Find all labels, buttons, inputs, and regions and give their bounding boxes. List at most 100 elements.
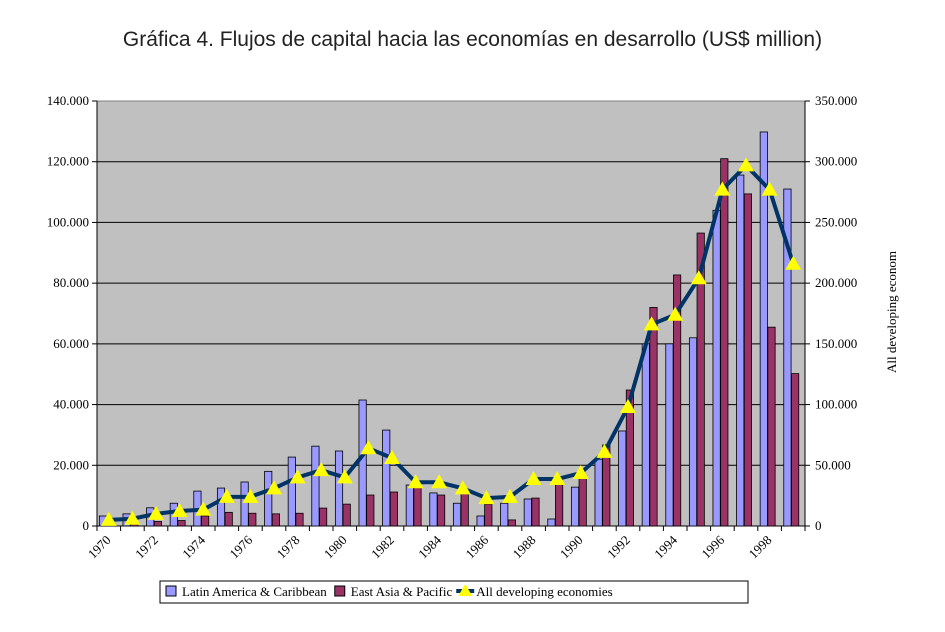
legend-swatch bbox=[165, 585, 177, 597]
line-marker bbox=[124, 510, 141, 525]
line-marker bbox=[148, 505, 164, 520]
bar-east-asia bbox=[413, 486, 422, 527]
y-tick-label: 20.000 bbox=[53, 457, 89, 472]
line-marker bbox=[266, 480, 282, 495]
bar-latin-america bbox=[358, 399, 367, 527]
bar-east-asia bbox=[673, 274, 682, 527]
y-tick-label: 60.000 bbox=[53, 336, 89, 351]
y-tick-label: 120.000 bbox=[47, 154, 89, 169]
bar-latin-america bbox=[736, 174, 745, 527]
bar-east-asia bbox=[484, 503, 493, 527]
line-marker bbox=[738, 157, 754, 172]
bar-east-asia bbox=[720, 158, 729, 527]
y-tick-label: 80.000 bbox=[53, 275, 89, 290]
bar-latin-america bbox=[547, 518, 556, 527]
bar-east-asia bbox=[201, 515, 210, 527]
bar-east-asia bbox=[248, 512, 257, 527]
bar-latin-america bbox=[570, 486, 580, 527]
line-marker bbox=[195, 501, 212, 516]
line-marker bbox=[620, 399, 636, 413]
bar-east-asia bbox=[153, 521, 162, 527]
x-tick-label: 1998 bbox=[746, 532, 775, 561]
x-tick-label: 1994 bbox=[651, 532, 680, 561]
line-marker bbox=[360, 440, 377, 455]
y-tick-label: 140.000 bbox=[47, 93, 89, 108]
line-marker bbox=[690, 270, 707, 285]
y2-tick-label: 250.000 bbox=[815, 214, 857, 229]
y2-tick-label: 50.000 bbox=[815, 457, 851, 472]
line-marker bbox=[667, 306, 684, 321]
bar-east-asia bbox=[437, 494, 446, 527]
bar-latin-america bbox=[712, 209, 721, 527]
bar-latin-america bbox=[523, 498, 532, 527]
y2-tick-label: 200.000 bbox=[815, 275, 857, 290]
bar-east-asia bbox=[531, 497, 540, 527]
bar-east-asia bbox=[696, 232, 705, 527]
bar-latin-america bbox=[382, 429, 391, 527]
x-tick-label: 1976 bbox=[226, 532, 255, 561]
line-marker bbox=[100, 511, 117, 526]
bar-east-asia bbox=[555, 481, 564, 527]
bar-latin-america bbox=[429, 492, 438, 527]
bar-east-asia bbox=[177, 520, 186, 527]
x-tick-label: 1978 bbox=[274, 532, 303, 561]
legend-swatch bbox=[334, 585, 346, 597]
line-marker bbox=[643, 316, 660, 331]
y2-tick-label: 350.000 bbox=[815, 93, 857, 108]
bar-east-asia bbox=[224, 511, 233, 527]
legend bbox=[159, 580, 749, 604]
bar-latin-america bbox=[264, 470, 273, 527]
bar-east-asia bbox=[295, 512, 304, 527]
line-marker bbox=[431, 474, 448, 489]
bar-east-asia bbox=[460, 492, 469, 527]
line-marker bbox=[218, 488, 235, 503]
y2-axis-label: All developing econom bbox=[884, 251, 899, 373]
line-marker bbox=[289, 469, 306, 484]
x-tick-label: 1972 bbox=[132, 532, 161, 561]
bar-latin-america bbox=[311, 445, 320, 527]
bar-latin-america bbox=[641, 343, 650, 527]
x-tick-label: 1988 bbox=[510, 532, 539, 561]
line-marker bbox=[502, 488, 518, 503]
line-marker bbox=[761, 181, 778, 196]
line-marker bbox=[785, 255, 802, 270]
line-marker bbox=[714, 181, 731, 196]
line-marker bbox=[407, 474, 424, 489]
bar-east-asia bbox=[791, 373, 800, 527]
line-marker bbox=[336, 469, 353, 484]
bar-east-asia bbox=[578, 477, 587, 527]
y2-tick-label: 100.000 bbox=[815, 397, 857, 412]
x-tick-label: 1986 bbox=[462, 532, 491, 561]
bar-latin-america bbox=[665, 343, 674, 527]
bar-east-asia bbox=[507, 519, 516, 527]
y2-tick-label: 150.000 bbox=[815, 336, 857, 351]
legend-marker bbox=[458, 584, 473, 596]
x-tick-label: 1980 bbox=[321, 532, 350, 561]
legend-label: East Asia & Pacific bbox=[351, 584, 453, 599]
line-marker bbox=[384, 450, 400, 464]
line-marker bbox=[171, 502, 188, 517]
line-marker bbox=[478, 490, 495, 505]
legend-label: All developing economies bbox=[476, 584, 612, 599]
x-tick-label: 1992 bbox=[604, 532, 633, 561]
x-tick-label: 1970 bbox=[85, 532, 114, 561]
bar-latin-america bbox=[476, 515, 485, 527]
bar-east-asia bbox=[342, 503, 351, 527]
bar-latin-america bbox=[783, 188, 792, 527]
bar-east-asia bbox=[625, 389, 634, 527]
y-tick-label: 0 bbox=[83, 518, 90, 533]
y-tick-label: 100.000 bbox=[47, 214, 89, 229]
y-tick-label: 40.000 bbox=[53, 397, 89, 412]
x-tick-label: 1996 bbox=[698, 532, 727, 561]
legend-label: Latin America & Caribbean bbox=[182, 584, 327, 599]
bar-east-asia bbox=[319, 507, 328, 527]
x-tick-label: 1990 bbox=[557, 532, 586, 561]
bar-latin-america bbox=[216, 487, 226, 527]
bar-latin-america bbox=[688, 337, 698, 527]
x-tick-label: 1984 bbox=[415, 532, 444, 561]
y2-tick-label: 0 bbox=[815, 518, 822, 533]
bar-latin-america bbox=[405, 484, 414, 527]
bar-east-asia bbox=[366, 494, 375, 527]
chart-title: Gráfica 4. Flujos de capital hacia las e… bbox=[122, 28, 823, 51]
